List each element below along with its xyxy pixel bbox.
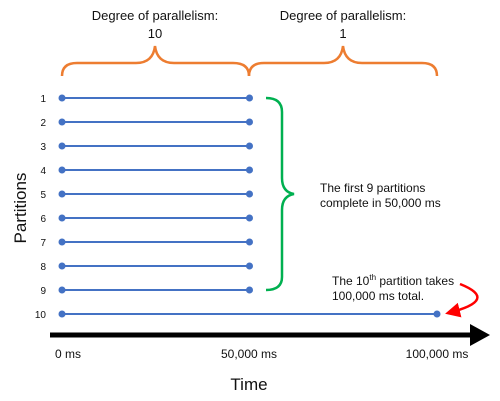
time-tick-50000: 50,000 ms	[221, 347, 277, 361]
annotation-tenth-line1: The 10th partition takes	[332, 273, 454, 288]
x-axis-label: Time	[230, 375, 267, 394]
partition-label-8: 8	[40, 262, 46, 273]
time-tick-0: 0 ms	[55, 347, 81, 361]
annotation-first-line2: complete in 50,000 ms	[320, 196, 441, 210]
partition-1-start-dot	[59, 95, 66, 102]
partition-5-end-dot	[246, 191, 253, 198]
time-tick-100000: 100,000 ms	[406, 347, 469, 361]
partition-3-start-dot	[59, 143, 66, 150]
partition-10-end-dot	[434, 311, 441, 318]
orange-brace-1	[62, 46, 249, 76]
partition-label-3: 3	[40, 142, 46, 153]
partition-label-7: 7	[40, 238, 46, 249]
partition-label-6: 6	[40, 214, 46, 225]
partition-label-9: 9	[40, 286, 46, 297]
parallelism-value-2: 1	[339, 26, 346, 41]
partition-8-end-dot	[246, 263, 253, 270]
time-axis-arrowhead	[470, 324, 490, 346]
parallelism-label-1: Degree of parallelism:	[92, 8, 218, 23]
partition-8-start-dot	[59, 263, 66, 270]
partition-2-start-dot	[59, 119, 66, 126]
partition-4-end-dot	[246, 167, 253, 174]
partition-1-end-dot	[246, 95, 253, 102]
green-brace	[266, 98, 294, 290]
annotation-first-line1: The first 9 partitions	[320, 181, 425, 195]
partition-7-start-dot	[59, 239, 66, 246]
partition-4-start-dot	[59, 167, 66, 174]
partition-9-end-dot	[246, 287, 253, 294]
partition-6-start-dot	[59, 215, 66, 222]
y-axis-label: Partitions	[11, 173, 30, 244]
annotation-tenth-line2: 100,000 ms total.	[332, 289, 424, 303]
partition-7-end-dot	[246, 239, 253, 246]
partition-3-end-dot	[246, 143, 253, 150]
parallelism-value-1: 10	[148, 26, 162, 41]
partition-5-start-dot	[59, 191, 66, 198]
red-arrow	[448, 284, 477, 313]
partition-label-1: 1	[40, 94, 46, 105]
partition-label-5: 5	[40, 190, 46, 201]
partition-2-end-dot	[246, 119, 253, 126]
partition-label-2: 2	[40, 118, 46, 129]
parallelism-label-2: Degree of parallelism:	[280, 8, 406, 23]
orange-brace-2	[249, 46, 437, 76]
partition-6-end-dot	[246, 215, 253, 222]
partition-label-4: 4	[40, 166, 46, 177]
partition-10-start-dot	[59, 311, 66, 318]
partition-9-start-dot	[59, 287, 66, 294]
partition-label-10: 10	[35, 310, 47, 321]
